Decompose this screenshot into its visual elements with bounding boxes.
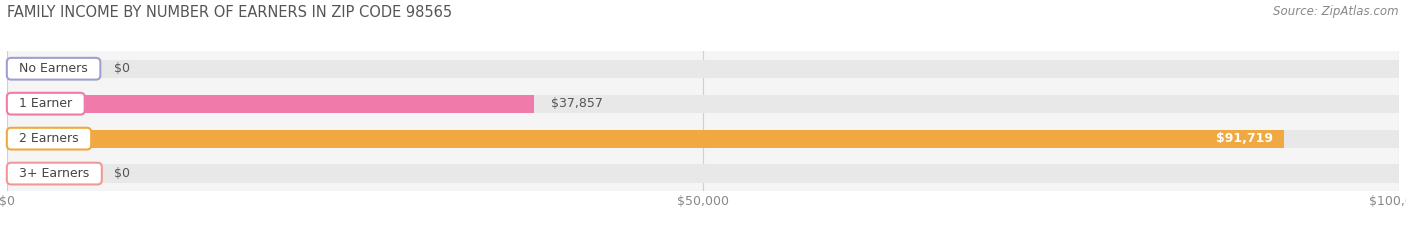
Bar xyxy=(7,51,1399,86)
Bar xyxy=(7,121,1399,156)
Text: $37,857: $37,857 xyxy=(551,97,603,110)
Text: 2 Earners: 2 Earners xyxy=(11,132,87,145)
Bar xyxy=(7,60,97,78)
Text: Source: ZipAtlas.com: Source: ZipAtlas.com xyxy=(1274,5,1399,18)
Bar xyxy=(7,95,1399,113)
Bar xyxy=(7,60,1399,78)
Bar xyxy=(7,164,97,183)
Bar xyxy=(7,164,1399,183)
Text: 1 Earner: 1 Earner xyxy=(11,97,80,110)
Bar xyxy=(7,130,1284,148)
Bar xyxy=(7,86,1399,121)
Text: $0: $0 xyxy=(114,62,131,75)
Text: $91,719: $91,719 xyxy=(1216,132,1272,145)
Text: 3+ Earners: 3+ Earners xyxy=(11,167,97,180)
Text: No Earners: No Earners xyxy=(11,62,96,75)
Text: FAMILY INCOME BY NUMBER OF EARNERS IN ZIP CODE 98565: FAMILY INCOME BY NUMBER OF EARNERS IN ZI… xyxy=(7,5,453,20)
Bar xyxy=(7,130,1399,148)
Text: $0: $0 xyxy=(114,167,131,180)
Bar xyxy=(7,156,1399,191)
Bar xyxy=(7,95,534,113)
